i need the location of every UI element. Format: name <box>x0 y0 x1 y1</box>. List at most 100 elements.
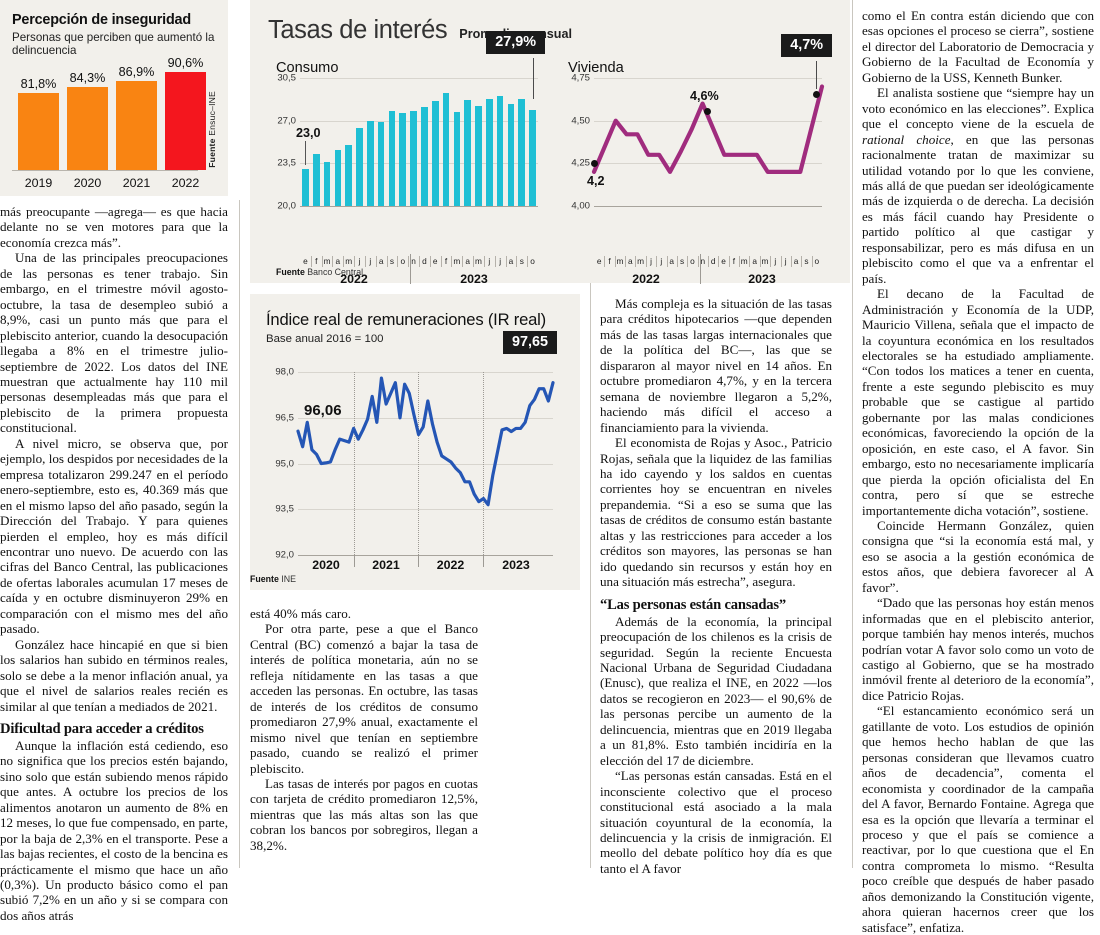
first-value-label: 23,0 <box>296 126 321 140</box>
tick-separator <box>604 256 606 267</box>
bar-group: 86,9% <box>116 65 157 170</box>
x-axis-tick: a <box>627 256 633 266</box>
x-axis-tick: m <box>453 256 461 266</box>
bar <box>475 106 482 206</box>
x-axis-tick: e <box>303 256 308 266</box>
chart-tasas-de-interes: Tasas de interés Promedio mensual Consum… <box>250 0 850 286</box>
y-axis-tick: 95,0 <box>275 458 294 469</box>
gridline <box>298 372 553 373</box>
tick-separator <box>505 256 507 267</box>
panel-vivienda: Vivienda 4,75 4,50 4,25 4,00 4,2 4,6% 4,… <box>568 34 836 286</box>
year-label: 2022 <box>632 272 660 286</box>
first-value-label: 4,2 <box>587 174 605 188</box>
year-label: 2023 <box>748 272 776 286</box>
text-column-2: está 40% más caro. Por otra parte, pese a… <box>250 606 478 853</box>
bar <box>529 109 536 206</box>
y-axis-tick: 4,50 <box>571 115 590 127</box>
tick-separator <box>473 256 475 267</box>
text-column-4: como el En contra están diciendo que con… <box>862 8 1094 935</box>
ir-plot: 98,0 96,5 95,0 93,5 92,0 96,06 97,65 202… <box>275 331 558 572</box>
first-value-label: 96,06 <box>304 402 342 419</box>
x-axis-tick: j <box>358 256 361 266</box>
x-axis-tick: s <box>389 256 395 266</box>
tick-separator <box>397 256 399 267</box>
bar <box>464 99 472 206</box>
year-separator <box>354 555 355 567</box>
tick-separator <box>310 256 312 267</box>
year-separator <box>410 254 411 284</box>
bar <box>377 121 385 206</box>
x-axis-tick: j <box>660 256 663 266</box>
x-axis-tick: d <box>710 256 716 266</box>
chart-percepcion-inseguridad: Percepción de inseguridad Personas que p… <box>0 0 228 196</box>
bar-category-label: 2019 <box>24 175 53 190</box>
tick-separator <box>635 256 637 267</box>
x-axis-tick: j <box>499 256 502 266</box>
tick-separator <box>451 256 453 267</box>
x-axis-tick: a <box>465 256 470 266</box>
source-name: Ensuc–INE <box>207 91 217 136</box>
tick-separator <box>429 256 431 267</box>
tick-separator <box>790 256 792 267</box>
y-axis-tick: 23,5 <box>277 157 296 169</box>
leader-line <box>305 141 307 165</box>
x-axis-tick: f <box>444 256 448 266</box>
body-paragraph: más preocupante —agrega— es que hacia de… <box>0 204 228 250</box>
gridline <box>298 509 553 511</box>
y-axis-tick: 4,25 <box>571 157 590 169</box>
year-gridline <box>483 372 484 555</box>
x-axis-tick: m <box>761 256 769 266</box>
tick-separator <box>419 256 420 267</box>
gridline <box>300 163 538 165</box>
x-axis-tick: j <box>650 256 652 266</box>
x-axis-tick: m <box>475 256 482 266</box>
bar <box>431 101 439 206</box>
vivienda-line-series <box>591 84 825 174</box>
body-paragraph: A nivel micro, se observa que, por ejemp… <box>0 435 228 637</box>
tick-separator <box>614 256 616 267</box>
bar <box>518 98 526 206</box>
chart-subtitle: Personas que perciben que aumentó la del… <box>12 31 215 58</box>
tick-separator <box>494 256 496 267</box>
data-point-marker <box>591 160 598 167</box>
x-axis-tick: m <box>616 256 624 266</box>
x-axis-tick: j <box>369 256 372 266</box>
x-axis-tick: o <box>814 256 820 266</box>
bar <box>165 71 206 170</box>
tick-separator <box>332 256 334 267</box>
tick-separator <box>440 256 442 267</box>
gridline <box>300 206 538 207</box>
year-label: 2022 <box>436 558 465 572</box>
bar <box>312 153 320 206</box>
source-name: Banco Central <box>307 267 364 277</box>
x-axis-tick: o <box>530 256 535 266</box>
tick-separator <box>321 256 323 267</box>
body-paragraph: “Dado que las personas hoy están menos i… <box>862 595 1094 703</box>
year-gridline <box>354 372 355 555</box>
consumo-plot: 30,5 27,0 23,5 20,0 23,0 27,9% <box>277 31 545 212</box>
body-paragraph: “El estancamiento económico será un gati… <box>862 703 1094 935</box>
body-paragraph: está 40% más caro. <box>250 606 352 621</box>
x-axis-tick: a <box>669 256 675 266</box>
x-axis-tick: a <box>508 256 514 266</box>
y-axis-tick: 30,5 <box>277 72 296 84</box>
chart-indice-real-remuneraciones: Índice real de remuneraciones (IR real) … <box>250 294 580 590</box>
bar <box>442 92 450 206</box>
chart-source: Fuente Ensuc–INE <box>207 91 217 168</box>
data-point-marker <box>813 91 820 98</box>
body-paragraph: Por otra parte, pese a que el Banco Cent… <box>250 621 478 776</box>
tick-separator <box>645 256 647 267</box>
callout-badge: 27,9% <box>486 31 545 55</box>
bar <box>116 80 157 170</box>
tick-separator <box>516 256 518 267</box>
body-paragraph: Además de la economía, la principal preo… <box>600 613 832 768</box>
gridline <box>298 555 553 556</box>
chart-header: Tasas de interés Promedio mensual <box>268 16 836 45</box>
tick-separator <box>801 256 803 267</box>
body-paragraph: Más compleja es la situación de las tasa… <box>600 296 832 435</box>
section-subhead: Dificultad para acceder a créditos <box>0 720 204 737</box>
source-label: Fuente <box>250 574 279 584</box>
gridline <box>594 163 822 165</box>
x-axis-tick: f <box>608 256 611 266</box>
tick-separator <box>687 256 689 267</box>
